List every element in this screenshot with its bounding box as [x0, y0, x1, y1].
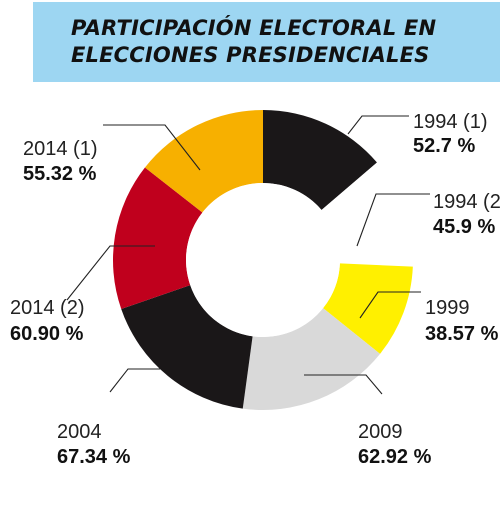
slice-label: 1994 (2) — [433, 191, 500, 213]
slice-label: 2014 (1) — [23, 138, 98, 160]
leader-line — [356, 193, 430, 247]
donut-slice — [121, 285, 253, 409]
slice-value-label: 45.9 % — [433, 216, 495, 238]
leader-line — [109, 368, 160, 393]
leader-line — [304, 374, 383, 395]
donut-slice — [323, 263, 413, 354]
leader-line — [347, 115, 409, 135]
slice-value-label: 62.92 % — [358, 446, 432, 468]
slice-value-label: 38.57 % — [425, 323, 499, 345]
title-line-2: ELECCIONES PRESIDENCIALES — [71, 43, 430, 67]
donut-slice — [263, 110, 377, 210]
slice-label-group: 2014 (2) 60.90 % — [10, 245, 155, 345]
slice-value-label: 55.32 % — [23, 163, 97, 185]
donut-slice — [321, 162, 413, 267]
title-banner: PARTICIPACIÓN ELECTORAL EN ELECCIONES PR… — [33, 2, 500, 82]
donut-slice — [112, 167, 203, 309]
slice-value-label: 52.7 % — [413, 135, 475, 157]
leader-line — [103, 124, 201, 171]
title-line-1: PARTICIPACIÓN ELECTORAL EN — [71, 16, 437, 40]
slice-label: 1999 — [425, 297, 470, 319]
slice-label: 2004 — [57, 421, 102, 443]
slice-label-group: 1994 (1)52.7 % — [347, 111, 488, 157]
donut-slice — [144, 110, 263, 213]
leader-line — [359, 291, 421, 319]
slice-label: 2009 — [358, 421, 403, 443]
slice-label: 1994 (1) — [413, 111, 488, 133]
slice-label-group: 2004 67.34 % — [57, 368, 160, 468]
donut-hole — [186, 183, 340, 337]
leader-line — [66, 245, 155, 301]
donut-slices — [112, 110, 413, 410]
slice-value-label: 60.90 % — [10, 323, 84, 345]
slice-label-group: 1994 (2) 45.9 % — [356, 191, 500, 247]
donut-slice — [242, 308, 381, 410]
slice-label: 2014 (2) — [10, 297, 85, 319]
slice-value-label: 67.34 % — [57, 446, 131, 468]
slice-label-group: 1999 38.57 % — [359, 291, 499, 345]
slice-label-group: 2009 62.92 % — [304, 374, 432, 468]
slice-label-group: 2014 (1) 55.32 % — [23, 124, 201, 185]
